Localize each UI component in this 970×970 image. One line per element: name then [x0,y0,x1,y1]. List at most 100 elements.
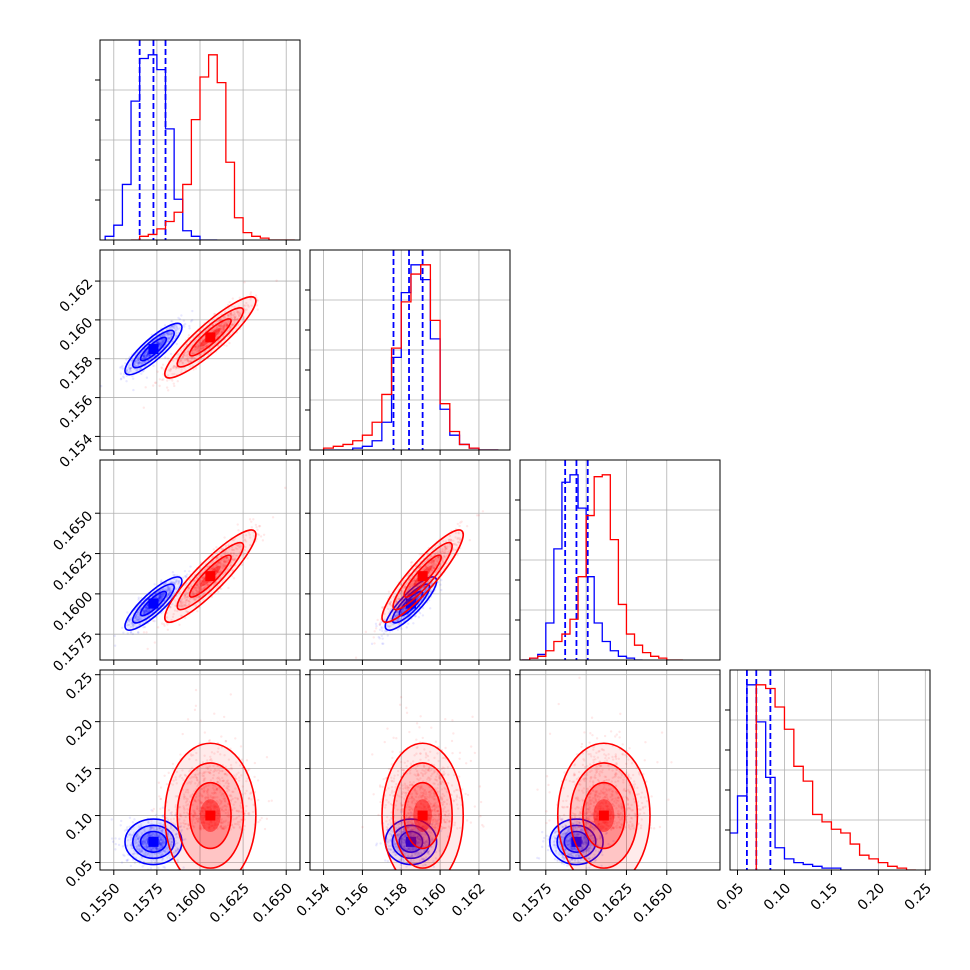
scatter-point [136,848,139,851]
scatter-point [175,587,178,591]
scatter-point [145,350,149,353]
scatter-point [409,586,412,590]
scatter-point [404,582,408,586]
scatter-point [384,619,387,622]
scatter-point [162,841,165,845]
scatter-point [147,609,151,613]
contour-line [124,576,183,631]
scatter-point [406,597,409,600]
scatter-point [170,581,174,584]
scatter-point [217,327,221,331]
scatter-point [207,583,210,587]
scatter-point [198,587,202,590]
scatter-point [388,602,391,605]
scatter-point [179,602,182,606]
scatter-point [220,555,223,558]
scatter-point [373,630,376,633]
scatter-point [401,610,404,614]
scatter-point [194,339,198,342]
scatter-point [428,561,431,565]
scatter-point [180,600,183,603]
scatter-point [259,535,263,538]
panel-3-0 [95,669,301,875]
scatter-point [179,349,183,352]
scatter-point [457,541,460,544]
scatter-point [182,323,185,327]
scatter-point [182,319,186,322]
scatter-point [218,568,222,572]
scatter-point [158,595,161,598]
scatter-point [137,596,140,599]
scatter-point [128,825,131,828]
scatter-point [165,331,169,335]
scatter-point [389,601,392,604]
scatter-point [443,551,446,555]
scatter-point [135,618,139,621]
scatter-point [130,622,134,625]
scatter-point [155,833,158,836]
scatter-point [236,523,239,526]
scatter-point [180,605,184,608]
scatter-point [454,543,457,547]
scatter-point [170,332,173,336]
scatter-point [145,838,148,842]
scatter-point [172,612,175,616]
scatter-point [198,345,201,348]
scatter-point [146,853,149,857]
scatter-point [180,601,183,605]
scatter-point [401,609,405,613]
scatter-point [199,588,202,592]
scatter-point [180,368,183,371]
scatter-point [172,359,175,362]
scatter-point [412,585,415,588]
scatter-point [142,631,146,634]
scatter-point [126,632,130,635]
scatter-point [399,605,402,608]
scatter-point [400,611,404,614]
scatter-point [231,557,234,560]
scatter-point [231,558,234,562]
scatter-point [161,339,165,342]
scatter-point [198,588,201,592]
scatter-point [420,581,423,585]
scatter-point [182,605,185,608]
scatter-point [146,351,149,354]
scatter-point [136,368,139,371]
scatter-point [408,585,411,588]
scatter-point [409,588,412,592]
scatter-point [144,605,148,609]
contour-line [392,541,453,611]
scatter-point [441,557,444,561]
scatter-point [222,564,225,567]
scatter-point [225,323,229,326]
scatter-point [216,567,219,571]
scatter-point [158,595,161,598]
scatter-point [194,588,197,592]
scatter-point [149,608,153,611]
scatter-point [159,854,163,857]
scatter-point [249,293,252,296]
scatter-point [161,829,164,832]
scatter-point [430,560,434,563]
scatter-point [133,837,137,840]
scatter-point [181,355,185,359]
scatter-point [186,573,189,576]
scatter-point [157,340,161,344]
scatter-point [215,566,218,569]
scatter-point [114,848,117,851]
scatter-point [173,372,176,376]
scatter-point [143,612,146,615]
scatter-point [184,601,187,605]
scatter-point [418,595,421,599]
scatter-point [147,608,151,612]
scatter-point [142,839,145,843]
scatter-point [234,554,238,557]
contour-line [381,529,465,624]
scatter-point [184,593,187,596]
scatter-point [228,333,232,336]
scatter-point [192,352,195,355]
scatter-point [216,564,220,567]
scatter-point [457,540,460,544]
scatter-point [145,355,148,358]
scatter-point [142,354,146,357]
